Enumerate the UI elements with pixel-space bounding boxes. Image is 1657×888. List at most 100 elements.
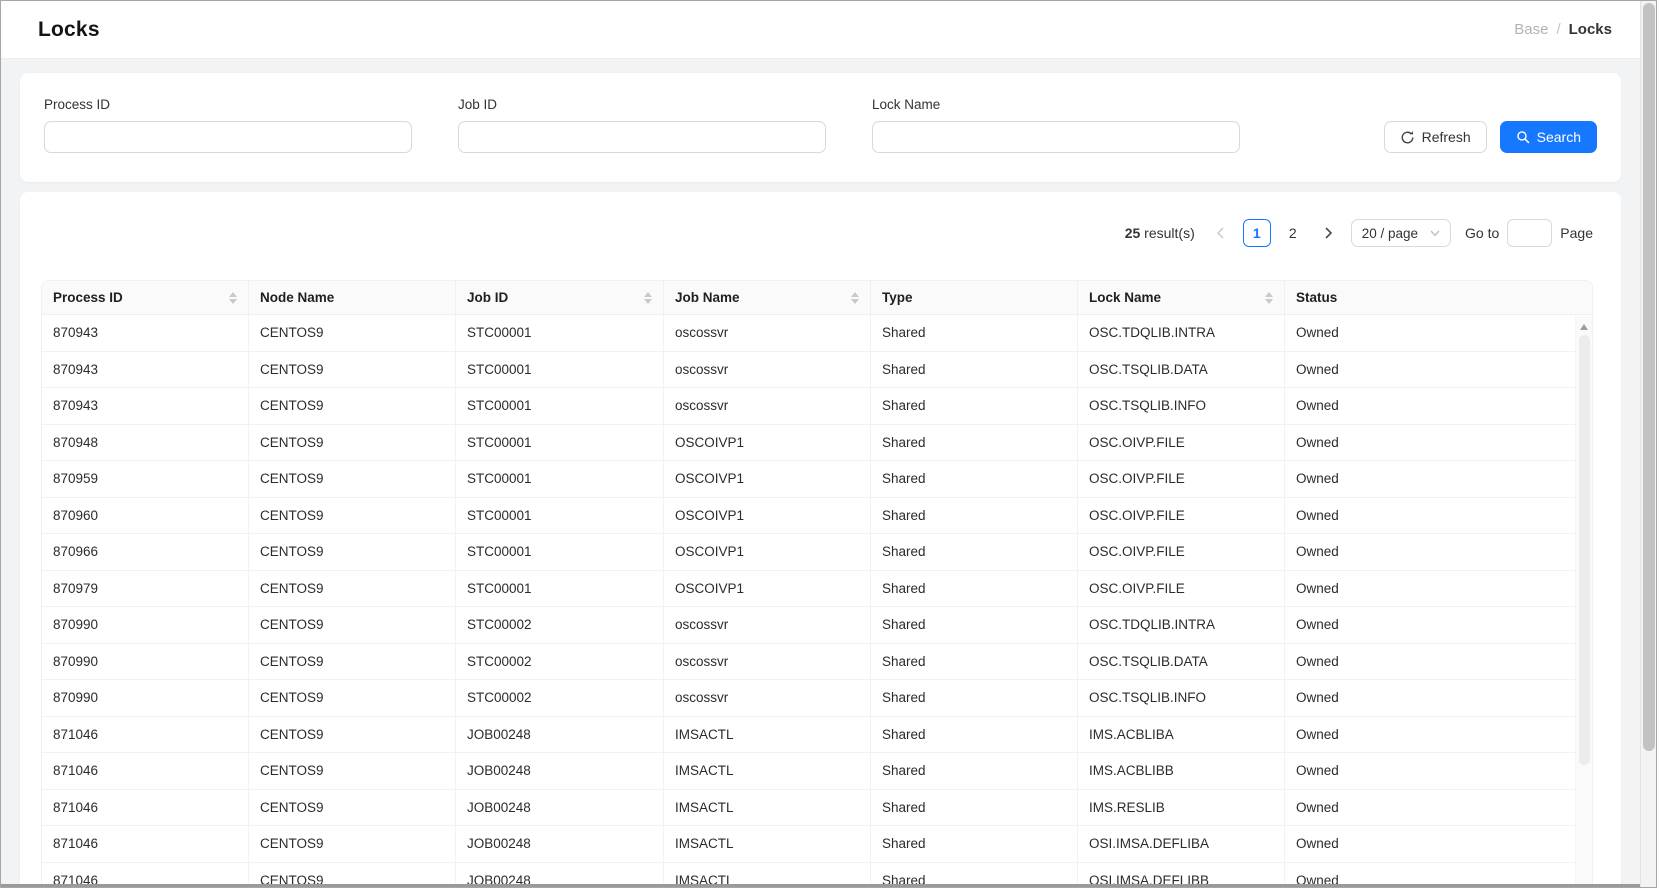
goto-page-input[interactable] — [1507, 219, 1553, 247]
table-row: 870990 CENTOS9 STC00002 oscossvr Shared … — [42, 680, 1592, 717]
cell-job-name: IMSACTL — [664, 716, 871, 752]
cell-process-id: 871046 — [42, 716, 249, 752]
prev-page-button[interactable] — [1207, 219, 1235, 247]
cell-job-id: STC00001 — [456, 570, 664, 606]
cell-process-id: 870959 — [42, 461, 249, 497]
cell-lock-name: OSC.TSQLIB.DATA — [1078, 643, 1285, 679]
cell-node-name: CENTOS9 — [249, 862, 456, 887]
cell-status: Owned — [1296, 836, 1339, 852]
breadcrumb-base[interactable]: Base — [1514, 21, 1549, 38]
cell-lock-name: IMS.RESLIB — [1078, 789, 1285, 825]
cell-type: Shared — [871, 497, 1078, 533]
table-scrollbar[interactable] — [1575, 316, 1592, 887]
table-row: 870966 CENTOS9 STC00001 OSCOIVP1 Shared … — [42, 534, 1592, 571]
cell-job-id: STC00002 — [456, 607, 664, 643]
cell-node-name: CENTOS9 — [249, 753, 456, 789]
cell-node-name: CENTOS9 — [249, 570, 456, 606]
cell-type: Shared — [871, 862, 1078, 887]
cell-status: Owned — [1296, 398, 1339, 414]
window-scrollbar[interactable] — [1640, 1, 1656, 887]
job-id-input[interactable] — [458, 121, 826, 153]
cell-status: Owned — [1296, 763, 1339, 779]
cell-node-name: CENTOS9 — [249, 789, 456, 825]
page-number-1[interactable]: 1 — [1242, 219, 1271, 247]
cell-job-id: STC00001 — [456, 497, 664, 533]
cell-job-name: IMSACTL — [664, 789, 871, 825]
cell-status: Owned — [1296, 690, 1339, 706]
cell-node-name: CENTOS9 — [249, 607, 456, 643]
cell-status: Owned — [1296, 471, 1339, 487]
page-size-select[interactable]: 20 / page — [1350, 219, 1452, 247]
cell-type: Shared — [871, 607, 1078, 643]
cell-job-id: STC00002 — [456, 643, 664, 679]
table-row: 870943 CENTOS9 STC00001 oscossvr Shared … — [42, 388, 1592, 425]
cell-job-name: oscossvr — [664, 315, 871, 351]
cell-job-id: STC00001 — [456, 388, 664, 424]
cell-job-name: oscossvr — [664, 388, 871, 424]
cell-lock-name: OSC.TDQLIB.INTRA — [1078, 607, 1285, 643]
cell-lock-name: OSI.IMSA.DEFLIBA — [1078, 826, 1285, 862]
cell-job-name: OSCOIVP1 — [664, 497, 871, 533]
sort-icon[interactable] — [845, 291, 859, 304]
pagination: 25 result(s) 1 2 20 / page Go to Page — [41, 219, 1593, 247]
cell-status: Owned — [1296, 325, 1339, 341]
search-button-label: Search — [1536, 129, 1581, 145]
column-header-node-name: Node Name — [249, 281, 456, 314]
table-row: 871046 CENTOS9 JOB00248 IMSACTL Shared O… — [42, 826, 1592, 863]
cell-node-name: CENTOS9 — [249, 461, 456, 497]
cell-node-name: CENTOS9 — [249, 315, 456, 351]
cell-lock-name: IMS.ACBLIBB — [1078, 753, 1285, 789]
breadcrumb-current: Locks — [1568, 21, 1612, 38]
cell-job-name: OSCOIVP1 — [664, 424, 871, 460]
cell-node-name: CENTOS9 — [249, 497, 456, 533]
page-size-value: 20 / page — [1361, 225, 1419, 241]
cell-status: Owned — [1296, 872, 1339, 888]
cell-process-id: 870990 — [42, 607, 249, 643]
cell-job-name: oscossvr — [664, 351, 871, 387]
column-header-lock-name[interactable]: Lock Name — [1078, 281, 1285, 314]
cell-job-name: IMSACTL — [664, 826, 871, 862]
cell-node-name: CENTOS9 — [249, 826, 456, 862]
process-id-label: Process ID — [44, 97, 111, 112]
cell-status: Owned — [1296, 653, 1339, 669]
cell-job-name: IMSACTL — [664, 862, 871, 887]
cell-process-id: 870990 — [42, 643, 249, 679]
cell-type: Shared — [871, 753, 1078, 789]
breadcrumb-separator: / — [1556, 21, 1561, 38]
refresh-button-label: Refresh — [1421, 129, 1471, 145]
window-scrollbar-thumb[interactable] — [1643, 3, 1655, 751]
table-scrollbar-thumb[interactable] — [1578, 335, 1590, 765]
cell-job-id: JOB00248 — [456, 716, 664, 752]
cell-job-id: JOB00248 — [456, 826, 664, 862]
refresh-button[interactable]: Refresh — [1383, 121, 1487, 153]
table-row: 870943 CENTOS9 STC00001 oscossvr Shared … — [42, 315, 1592, 352]
column-header-job-name[interactable]: Job Name — [664, 281, 871, 314]
cell-type: Shared — [871, 570, 1078, 606]
cell-job-name: IMSACTL — [664, 753, 871, 789]
table-row: 871046 CENTOS9 JOB00248 IMSACTL Shared I… — [42, 753, 1592, 790]
page-number-2[interactable]: 2 — [1288, 225, 1297, 241]
page-word: Page — [1560, 225, 1593, 241]
cell-job-id: STC00001 — [456, 424, 664, 460]
sort-icon[interactable] — [223, 291, 237, 304]
scroll-up-icon[interactable] — [1580, 324, 1588, 330]
cell-process-id: 870990 — [42, 680, 249, 716]
table-row: 870960 CENTOS9 STC00001 OSCOIVP1 Shared … — [42, 497, 1592, 534]
column-header-job-id[interactable]: Job ID — [456, 281, 664, 314]
sort-icon[interactable] — [1259, 291, 1273, 304]
cell-status: Owned — [1296, 799, 1339, 815]
next-page-button[interactable] — [1315, 219, 1343, 247]
cell-process-id: 871046 — [42, 862, 249, 887]
cell-lock-name: OSC.TSQLIB.INFO — [1078, 388, 1285, 424]
cell-lock-name: OSC.TDQLIB.INTRA — [1078, 315, 1285, 351]
process-id-input[interactable] — [44, 121, 412, 153]
cell-process-id: 870979 — [42, 570, 249, 606]
cell-node-name: CENTOS9 — [249, 424, 456, 460]
cell-status: Owned — [1296, 361, 1339, 377]
column-header-process-id[interactable]: Process ID — [42, 281, 249, 314]
sort-icon[interactable] — [638, 291, 652, 304]
table-body: 870943 CENTOS9 STC00001 oscossvr Shared … — [42, 315, 1592, 888]
lock-name-input[interactable] — [872, 121, 1240, 153]
search-button[interactable]: Search — [1499, 121, 1597, 153]
